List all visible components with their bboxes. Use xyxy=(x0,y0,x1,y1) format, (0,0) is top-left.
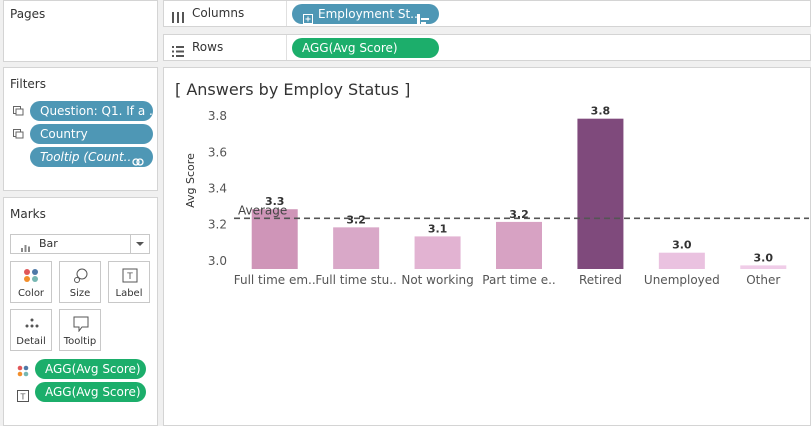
expand-plus-icon[interactable] xyxy=(303,9,313,28)
bar[interactable] xyxy=(658,252,705,269)
bar[interactable] xyxy=(577,118,624,269)
rows-icon xyxy=(172,42,184,61)
rows-label: Rows xyxy=(192,40,224,54)
x-category-label: Other xyxy=(746,273,780,287)
x-category-label: Full time em.. xyxy=(234,273,316,287)
y-axis-title: Avg Score xyxy=(184,153,197,208)
bar-chart[interactable]: 3.0 3.2 3.4 3.6 3.8 Avg Score 3.3 Full time em.… xyxy=(164,106,810,426)
size-card[interactable]: Size xyxy=(59,261,101,303)
svg-text:T: T xyxy=(20,393,26,402)
columns-label: Columns xyxy=(192,6,245,20)
label-card-label: Label xyxy=(115,288,143,299)
bar[interactable] xyxy=(740,265,787,269)
filter-icon xyxy=(13,106,24,116)
sort-descending-icon[interactable] xyxy=(417,9,429,28)
y-tick-label: 3.6 xyxy=(208,145,227,159)
filter-icon xyxy=(13,129,24,139)
x-category-label: Retired xyxy=(579,273,622,287)
bar-value-label: 3.0 xyxy=(754,251,774,264)
shelf-divider xyxy=(286,35,287,60)
filter-pill-country[interactable]: Country xyxy=(30,124,153,144)
color-dots-icon xyxy=(17,362,29,381)
x-category-label: Full time stu.. xyxy=(315,273,396,287)
x-category-label: Part time e.. xyxy=(482,273,555,287)
pages-title: Pages xyxy=(10,7,46,21)
y-tick-label: 3.8 xyxy=(208,109,227,123)
bar-value-label: 3.3 xyxy=(265,195,285,208)
mark-type-dropdown[interactable]: Bar xyxy=(10,234,150,254)
columns-pill-label: Employment St.. xyxy=(318,7,418,21)
filters-shelf[interactable]: Filters Question: Q1. If a .. Country To… xyxy=(3,67,158,191)
average-reference-label: Average xyxy=(238,203,287,217)
bar-value-label: 3.1 xyxy=(428,222,448,235)
pages-shelf[interactable]: Pages xyxy=(3,0,158,62)
size-card-label: Size xyxy=(69,288,91,299)
tooltip-card[interactable]: Tooltip xyxy=(59,309,101,351)
bar[interactable] xyxy=(496,221,542,269)
y-tick-label: 3.4 xyxy=(208,182,227,196)
filters-title: Filters xyxy=(10,77,46,91)
detail-icon xyxy=(11,316,51,332)
y-tick-label: 3.0 xyxy=(208,254,227,268)
chevron-down-icon[interactable] xyxy=(130,235,149,253)
mark-type-label: Bar xyxy=(39,237,58,250)
svg-text:T: T xyxy=(126,272,133,282)
detail-card[interactable]: Detail xyxy=(10,309,52,351)
rows-shelf[interactable]: Rows AGG(Avg Score) xyxy=(163,34,811,61)
tooltip-card-label: Tooltip xyxy=(63,336,97,347)
color-dots-icon xyxy=(11,268,51,284)
x-category-label: Not working xyxy=(401,273,473,287)
label-icon: T xyxy=(17,387,29,406)
rows-pill[interactable]: AGG(Avg Score) xyxy=(292,38,439,58)
detail-card-label: Detail xyxy=(16,336,46,347)
x-category-label: Unemployed xyxy=(644,273,720,287)
filter-pill-tooltip-label: Tooltip (Count.. xyxy=(40,150,132,164)
marks-card[interactable]: Marks Bar Color Size T Label Detail xyxy=(3,197,158,426)
columns-icon xyxy=(172,8,184,27)
marks-title: Marks xyxy=(10,207,46,221)
filter-pill-question[interactable]: Question: Q1. If a .. xyxy=(30,101,153,121)
shelf-divider xyxy=(286,1,287,26)
color-card[interactable]: Color xyxy=(10,261,52,303)
bar-value-label: 3.2 xyxy=(346,213,366,226)
columns-shelf[interactable]: Columns Employment St.. xyxy=(163,0,811,27)
worksheet-view[interactable]: [ Answers by Employ Status ] 3.0 3.2 3.4 3.… xyxy=(163,67,811,426)
bar[interactable] xyxy=(333,227,380,269)
size-icon xyxy=(60,268,100,284)
bar-chart-icon xyxy=(21,240,31,258)
color-field-pill[interactable]: AGG(Avg Score) xyxy=(35,359,146,379)
bar-value-label: 3.0 xyxy=(672,239,692,252)
color-card-label: Color xyxy=(17,288,45,299)
columns-pill[interactable]: Employment St.. xyxy=(292,4,439,24)
sheet-title: [ Answers by Employ Status ] xyxy=(175,80,411,99)
link-icon xyxy=(132,152,144,171)
filter-pill-tooltip[interactable]: Tooltip (Count.. xyxy=(30,147,153,167)
label-card[interactable]: T Label xyxy=(108,261,150,303)
bar[interactable] xyxy=(414,236,461,269)
bar-value-label: 3.8 xyxy=(591,106,611,118)
label-field-pill[interactable]: AGG(Avg Score) xyxy=(35,382,146,402)
tooltip-icon xyxy=(60,316,100,333)
bar[interactable] xyxy=(251,209,298,269)
y-tick-label: 3.2 xyxy=(208,218,227,232)
label-icon: T xyxy=(109,268,149,284)
